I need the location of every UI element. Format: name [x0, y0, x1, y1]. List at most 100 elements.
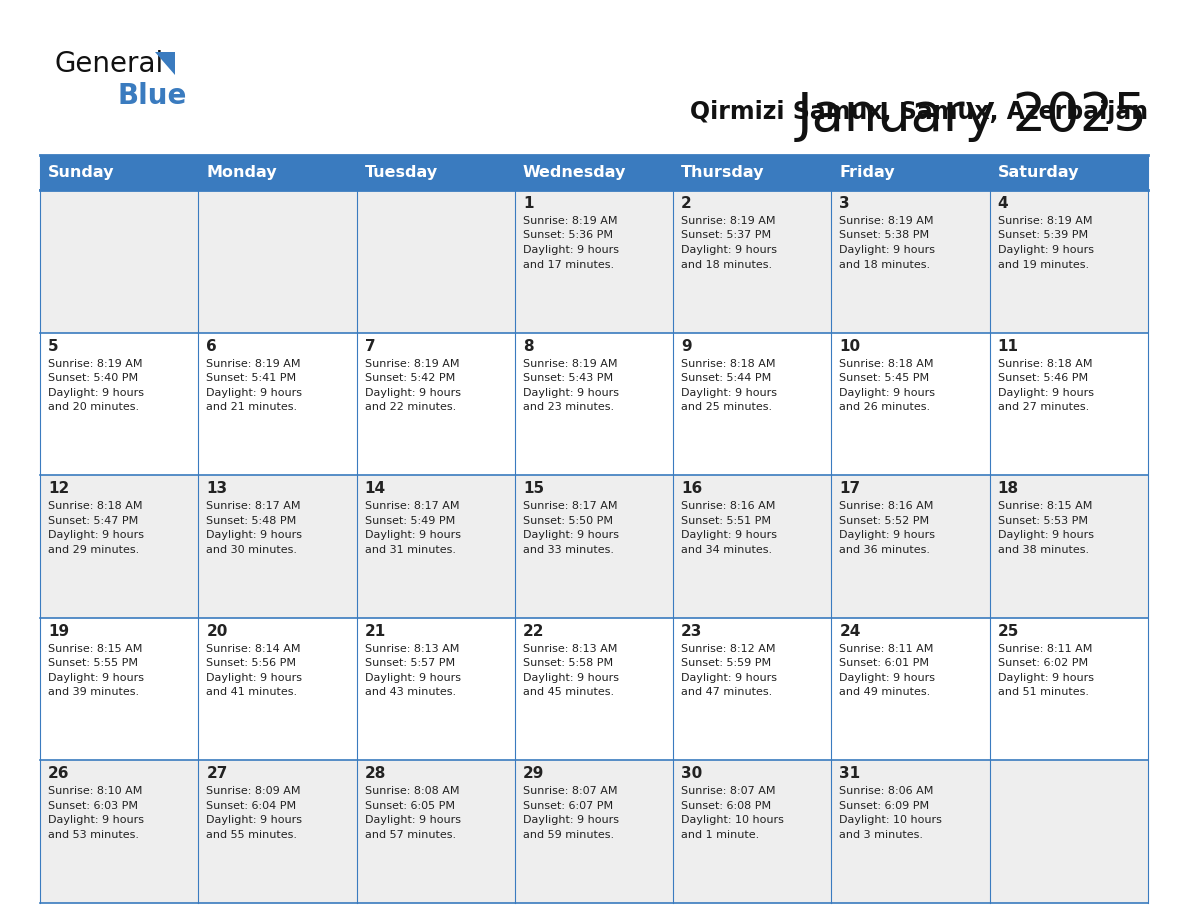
Text: Sunset: 5:43 PM: Sunset: 5:43 PM [523, 373, 613, 383]
Text: and 17 minutes.: and 17 minutes. [523, 260, 614, 270]
Text: Sunrise: 8:16 AM: Sunrise: 8:16 AM [681, 501, 776, 511]
Text: Sunset: 5:41 PM: Sunset: 5:41 PM [207, 373, 297, 383]
Text: Sunrise: 8:09 AM: Sunrise: 8:09 AM [207, 787, 301, 797]
Text: Daylight: 9 hours: Daylight: 9 hours [207, 387, 302, 397]
Text: Sunrise: 8:11 AM: Sunrise: 8:11 AM [998, 644, 1092, 654]
Text: Sunrise: 8:19 AM: Sunrise: 8:19 AM [365, 359, 459, 369]
Text: Tuesday: Tuesday [365, 165, 437, 180]
Text: Sunset: 5:46 PM: Sunset: 5:46 PM [998, 373, 1088, 383]
Text: Sunset: 5:45 PM: Sunset: 5:45 PM [840, 373, 929, 383]
Text: 16: 16 [681, 481, 702, 497]
Text: and 21 minutes.: and 21 minutes. [207, 402, 297, 412]
Text: Qirmizi Samux, Samux, Azerbaijan: Qirmizi Samux, Samux, Azerbaijan [690, 100, 1148, 124]
Text: Sunrise: 8:12 AM: Sunrise: 8:12 AM [681, 644, 776, 654]
Text: 18: 18 [998, 481, 1019, 497]
Text: Sunrise: 8:19 AM: Sunrise: 8:19 AM [48, 359, 143, 369]
Text: 6: 6 [207, 339, 217, 353]
Text: Daylight: 9 hours: Daylight: 9 hours [998, 245, 1094, 255]
Text: and 30 minutes.: and 30 minutes. [207, 544, 297, 554]
Text: Sunset: 6:01 PM: Sunset: 6:01 PM [840, 658, 929, 668]
Bar [40, 760, 1148, 903]
Text: General: General [55, 50, 164, 78]
Text: Sunrise: 8:06 AM: Sunrise: 8:06 AM [840, 787, 934, 797]
Text: Sunrise: 8:08 AM: Sunrise: 8:08 AM [365, 787, 459, 797]
Text: Daylight: 9 hours: Daylight: 9 hours [365, 815, 461, 825]
Text: Blue: Blue [116, 82, 187, 110]
Text: Daylight: 9 hours: Daylight: 9 hours [681, 245, 777, 255]
Text: Sunrise: 8:19 AM: Sunrise: 8:19 AM [207, 359, 301, 369]
Text: 7: 7 [365, 339, 375, 353]
Text: Sunrise: 8:19 AM: Sunrise: 8:19 AM [523, 359, 618, 369]
Text: Sunrise: 8:13 AM: Sunrise: 8:13 AM [523, 644, 618, 654]
Bar [40, 190, 1148, 332]
Text: and 39 minutes.: and 39 minutes. [48, 688, 139, 698]
Text: and 57 minutes.: and 57 minutes. [365, 830, 456, 840]
Text: Daylight: 9 hours: Daylight: 9 hours [523, 531, 619, 540]
Text: Daylight: 9 hours: Daylight: 9 hours [998, 531, 1094, 540]
Text: January 2025: January 2025 [797, 90, 1148, 142]
Text: Sunday: Sunday [48, 165, 114, 180]
Text: Sunset: 5:48 PM: Sunset: 5:48 PM [207, 516, 297, 526]
Text: Daylight: 9 hours: Daylight: 9 hours [48, 673, 144, 683]
Text: 1: 1 [523, 196, 533, 211]
Text: Daylight: 9 hours: Daylight: 9 hours [365, 673, 461, 683]
Text: Daylight: 9 hours: Daylight: 9 hours [48, 815, 144, 825]
Text: 27: 27 [207, 767, 228, 781]
Text: 26: 26 [48, 767, 70, 781]
Text: Daylight: 9 hours: Daylight: 9 hours [365, 387, 461, 397]
Text: and 41 minutes.: and 41 minutes. [207, 688, 297, 698]
Bar [40, 476, 1148, 618]
Text: Sunset: 5:59 PM: Sunset: 5:59 PM [681, 658, 771, 668]
Text: Sunset: 6:08 PM: Sunset: 6:08 PM [681, 800, 771, 811]
Text: 14: 14 [365, 481, 386, 497]
Text: Daylight: 9 hours: Daylight: 9 hours [523, 245, 619, 255]
Text: and 33 minutes.: and 33 minutes. [523, 544, 614, 554]
Text: Sunset: 5:58 PM: Sunset: 5:58 PM [523, 658, 613, 668]
Text: and 38 minutes.: and 38 minutes. [998, 544, 1089, 554]
Text: 28: 28 [365, 767, 386, 781]
Polygon shape [154, 52, 175, 75]
Text: Daylight: 9 hours: Daylight: 9 hours [523, 673, 619, 683]
Text: Sunset: 5:57 PM: Sunset: 5:57 PM [365, 658, 455, 668]
Text: 8: 8 [523, 339, 533, 353]
Text: and 26 minutes.: and 26 minutes. [840, 402, 930, 412]
Text: and 27 minutes.: and 27 minutes. [998, 402, 1089, 412]
Text: Sunrise: 8:18 AM: Sunrise: 8:18 AM [681, 359, 776, 369]
Text: Daylight: 9 hours: Daylight: 9 hours [365, 531, 461, 540]
Text: Sunset: 5:51 PM: Sunset: 5:51 PM [681, 516, 771, 526]
Text: Sunrise: 8:07 AM: Sunrise: 8:07 AM [681, 787, 776, 797]
Text: Sunrise: 8:07 AM: Sunrise: 8:07 AM [523, 787, 618, 797]
Text: Sunset: 5:50 PM: Sunset: 5:50 PM [523, 516, 613, 526]
Text: Sunrise: 8:18 AM: Sunrise: 8:18 AM [48, 501, 143, 511]
Text: Daylight: 9 hours: Daylight: 9 hours [840, 245, 935, 255]
Text: Sunrise: 8:11 AM: Sunrise: 8:11 AM [840, 644, 934, 654]
Text: 24: 24 [840, 624, 861, 639]
Text: Sunrise: 8:19 AM: Sunrise: 8:19 AM [998, 216, 1092, 226]
Text: 4: 4 [998, 196, 1009, 211]
Text: Sunset: 5:38 PM: Sunset: 5:38 PM [840, 230, 929, 241]
Text: and 31 minutes.: and 31 minutes. [365, 544, 455, 554]
Bar [40, 155, 1148, 190]
Text: 11: 11 [998, 339, 1019, 353]
Text: Daylight: 10 hours: Daylight: 10 hours [681, 815, 784, 825]
Text: Sunset: 6:05 PM: Sunset: 6:05 PM [365, 800, 455, 811]
Text: 12: 12 [48, 481, 69, 497]
Text: Sunrise: 8:19 AM: Sunrise: 8:19 AM [523, 216, 618, 226]
Text: 10: 10 [840, 339, 860, 353]
Text: and 20 minutes.: and 20 minutes. [48, 402, 139, 412]
Text: Sunrise: 8:18 AM: Sunrise: 8:18 AM [840, 359, 934, 369]
Text: Thursday: Thursday [681, 165, 765, 180]
Text: and 36 minutes.: and 36 minutes. [840, 544, 930, 554]
Text: 15: 15 [523, 481, 544, 497]
Text: Sunrise: 8:17 AM: Sunrise: 8:17 AM [523, 501, 618, 511]
Text: Saturday: Saturday [998, 165, 1079, 180]
Text: Daylight: 9 hours: Daylight: 9 hours [523, 815, 619, 825]
Text: Sunset: 5:56 PM: Sunset: 5:56 PM [207, 658, 296, 668]
Text: Sunrise: 8:15 AM: Sunrise: 8:15 AM [998, 501, 1092, 511]
Text: and 25 minutes.: and 25 minutes. [681, 402, 772, 412]
Text: Sunset: 5:55 PM: Sunset: 5:55 PM [48, 658, 138, 668]
Text: Sunrise: 8:18 AM: Sunrise: 8:18 AM [998, 359, 1092, 369]
Text: Daylight: 9 hours: Daylight: 9 hours [998, 673, 1094, 683]
Text: Sunset: 5:40 PM: Sunset: 5:40 PM [48, 373, 138, 383]
Text: Sunset: 5:36 PM: Sunset: 5:36 PM [523, 230, 613, 241]
